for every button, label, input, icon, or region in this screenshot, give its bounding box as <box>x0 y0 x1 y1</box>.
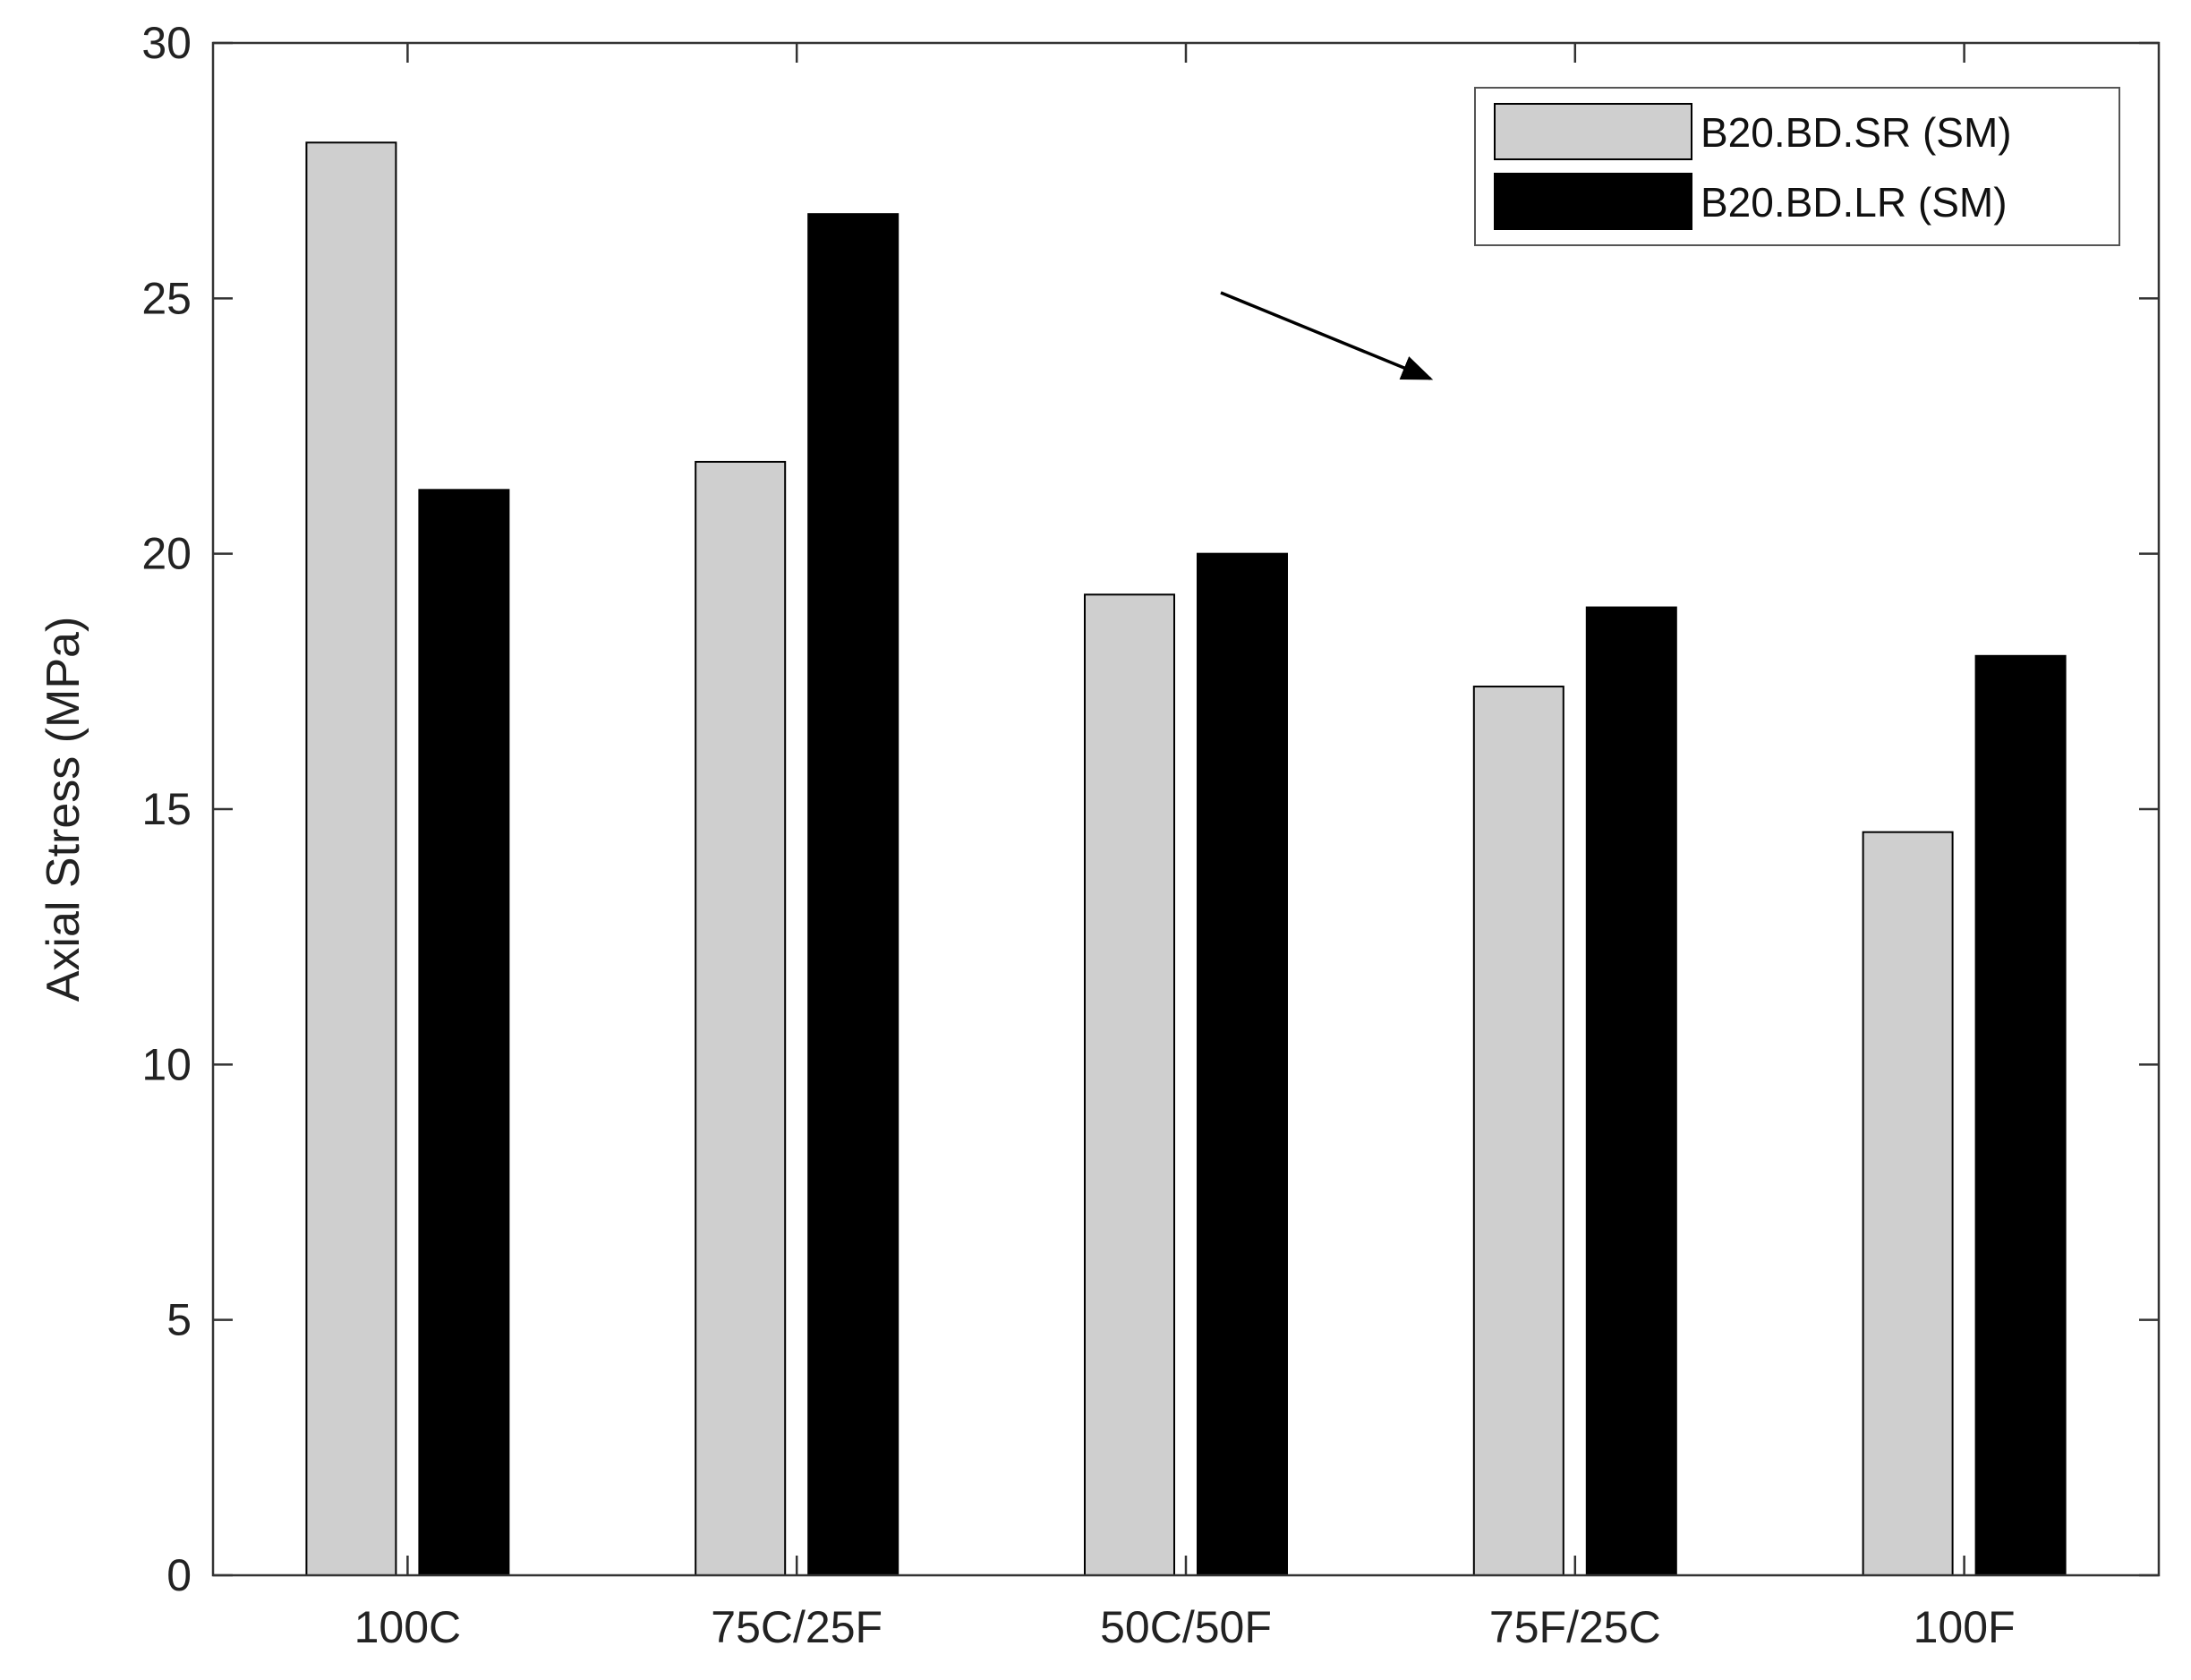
legend-label: B20.BD.LR (SM) <box>1701 179 2008 226</box>
bar-lr-3 <box>1585 606 1677 1576</box>
annotation-arrow <box>1220 291 1434 380</box>
labels-layer: 0 5 10 15 20 25 30 100C 75C/25F 50C/50F 75F/25C 100… <box>38 18 2016 1652</box>
bar-sr-0 <box>305 141 397 1576</box>
bar-sr-4 <box>1862 831 1954 1576</box>
y-tick-label: 5 <box>166 1295 192 1345</box>
y-tick-label: 25 <box>141 273 192 323</box>
bar-lr-2 <box>1197 552 1288 1577</box>
y-tick-label: 0 <box>166 1550 192 1600</box>
x-tick-label: 75F/25C <box>1489 1602 1661 1652</box>
legend-swatch <box>1494 103 1692 160</box>
bars-layer <box>305 141 2067 1577</box>
bar-lr-4 <box>1974 654 2067 1576</box>
x-tick-label: 50C/50F <box>1100 1602 1272 1652</box>
bar-lr-0 <box>418 489 510 1576</box>
legend: B20.BD.SR (SM) B20.BD.LR (SM) <box>1474 87 2120 246</box>
bar-sr-2 <box>1084 593 1175 1577</box>
x-tick-label: 100F <box>1914 1602 2016 1652</box>
bar-lr-1 <box>807 213 899 1576</box>
y-tick-label: 10 <box>141 1039 192 1089</box>
y-tick-label: 15 <box>141 784 192 834</box>
y-tick-label: 30 <box>141 18 192 68</box>
bar-sr-3 <box>1472 686 1564 1576</box>
y-tick-label: 20 <box>141 529 192 579</box>
legend-label: B20.BD.SR (SM) <box>1701 109 2012 156</box>
x-tick-label: 100C <box>354 1602 462 1652</box>
x-tick-label: 75C/25F <box>711 1602 882 1652</box>
bar-sr-1 <box>695 460 787 1576</box>
legend-swatch <box>1494 173 1692 230</box>
axes-layer <box>211 41 2161 1577</box>
y-axis-label: Axial Stress (MPa) <box>38 617 90 1002</box>
